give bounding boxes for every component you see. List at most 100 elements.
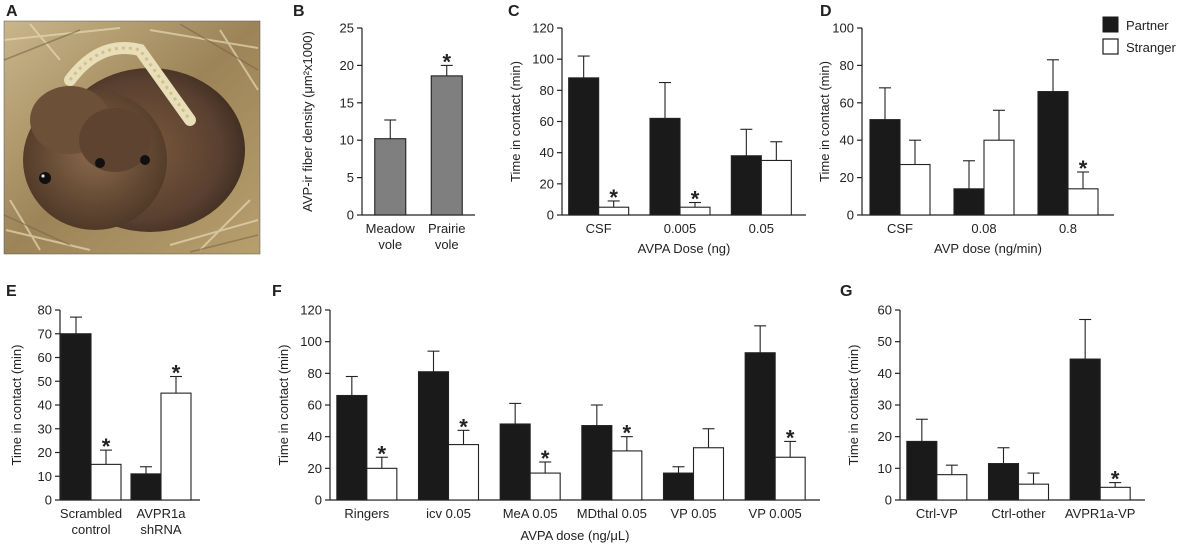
panel-label-a: A (6, 3, 18, 20)
bar-partner-1 (568, 77, 600, 216)
panel-label-b: B (293, 3, 305, 20)
significance-star: * (1079, 156, 1088, 181)
y-tick-label: 20 (878, 429, 892, 444)
y-tick-label: 100 (832, 21, 854, 36)
y-tick-label: 60 (878, 303, 892, 318)
y-tick-label: 20 (540, 176, 554, 191)
category-label: vole (378, 237, 402, 252)
bar-partner-2 (130, 473, 162, 501)
y-axis-label: Time in contact (min) (9, 345, 24, 466)
bar-partner-2 (649, 117, 681, 216)
bar-avp-ir-fiber-density-1 (374, 138, 407, 216)
panel-label-f: F (272, 283, 282, 300)
bar-stranger-2 (447, 444, 480, 501)
y-tick-label: 30 (38, 421, 52, 436)
category-label: 0.08 (971, 221, 996, 236)
y-tick-label: 60 (308, 398, 322, 413)
significance-star: * (172, 361, 181, 386)
legend: Partner Stranger (1102, 16, 1177, 55)
bar-stranger-6 (774, 456, 806, 501)
category-label: CSF (586, 221, 612, 236)
y-tick-label: 100 (300, 334, 322, 349)
y-tick-label: 100 (532, 52, 554, 67)
significance-star: * (378, 441, 387, 466)
y-axis-label: Time in contact (min) (846, 345, 861, 466)
category-label: VP 0.005 (749, 506, 802, 521)
panel-label-c: C (508, 3, 520, 20)
y-tick-label: 20 (840, 170, 854, 185)
category-label: CSF (887, 221, 913, 236)
bar-stranger-5 (692, 447, 725, 501)
category-label: 0.8 (1059, 221, 1077, 236)
category-label: Ringers (344, 506, 389, 521)
bar-stranger-2 (160, 392, 192, 501)
bar-partner-3 (1037, 91, 1069, 216)
y-tick-label: 50 (38, 374, 52, 389)
category-label: MDthal 0.05 (577, 506, 647, 521)
bar-partner-3 (499, 423, 531, 501)
y-tick-label: 40 (840, 133, 854, 148)
bar-partner-3 (1069, 358, 1101, 501)
category-label: VP 0.05 (670, 506, 716, 521)
bar-partner-4 (581, 425, 613, 501)
y-tick-label: 5 (347, 170, 354, 185)
y-tick-label: 70 (38, 326, 52, 341)
bar-partner-6 (744, 352, 776, 501)
significance-star: * (459, 414, 468, 439)
y-tick-label: 80 (38, 303, 52, 318)
category-label: Ctrl-VP (916, 506, 958, 521)
y-tick-label: 60 (540, 114, 554, 129)
category-label: vole (435, 237, 459, 252)
panel-d: D 0 20 40 60 80 100 Time in contact (min) CSF 0.0… (817, 3, 1114, 256)
y-tick-label: 10 (38, 469, 52, 484)
y-tick-label: 0 (547, 208, 554, 223)
y-tick-label: 120 (300, 303, 322, 318)
y-tick-label: 25 (340, 21, 354, 36)
y-tick-label: 10 (340, 133, 354, 148)
significance-star: * (1111, 467, 1120, 492)
bar-partner-1 (60, 333, 92, 501)
category-label: Meadow (366, 221, 416, 236)
y-tick-label: 40 (540, 145, 554, 160)
significance-star: * (541, 446, 550, 471)
y-tick-label: 0 (45, 493, 52, 508)
y-tick-label: 20 (340, 58, 354, 73)
bar-partner-2 (987, 463, 1020, 501)
category-label: Prairie (428, 221, 466, 236)
x-axis-label: AVPA Dose (ng) (638, 241, 731, 256)
bar-stranger-3 (1067, 188, 1099, 216)
bar-stranger-1 (936, 474, 968, 501)
bar-avp-ir-fiber-density-2 (430, 75, 463, 216)
legend-partner-label: Partner (1126, 18, 1169, 33)
category-label: AVPR1a (137, 506, 187, 521)
y-tick-label: 0 (315, 493, 322, 508)
bar-stranger-2 (983, 139, 1015, 216)
panel-label-e: E (6, 283, 17, 300)
significance-star: * (102, 434, 111, 459)
legend-partner-swatch (1102, 16, 1119, 33)
bar-stranger-3 (529, 472, 561, 501)
panel-b: B 0 5 10 15 20 25 AVP-ir fiber density (μm²x100… (293, 3, 475, 252)
category-label: shRNA (140, 522, 182, 537)
y-tick-label: 0 (885, 493, 892, 508)
bar-partner-2 (417, 371, 450, 501)
y-tick-label: 0 (847, 208, 854, 223)
category-label: 0.005 (664, 221, 697, 236)
y-tick-label: 40 (38, 398, 52, 413)
bar-partner-1 (336, 394, 368, 501)
bar-partner-1 (906, 440, 938, 501)
y-tick-label: 80 (308, 366, 322, 381)
panel-label-d: D (820, 3, 832, 20)
significance-star: * (691, 187, 700, 212)
category-label: AVPR1a-VP (1065, 506, 1136, 521)
x-axis-label: AVPA dose (ng/μL) (521, 528, 630, 543)
panel-e: E 0 10 20 30 40 50 60 70 80 Time in contact (min) *… (6, 283, 200, 537)
bar-stranger-1 (899, 163, 931, 216)
significance-star: * (786, 425, 795, 450)
bar-stranger-4 (611, 450, 643, 501)
y-tick-label: 40 (878, 366, 892, 381)
bar-stranger-2 (1017, 483, 1050, 501)
y-tick-label: 30 (878, 398, 892, 413)
y-tick-label: 20 (308, 461, 322, 476)
significance-star: * (609, 185, 618, 210)
